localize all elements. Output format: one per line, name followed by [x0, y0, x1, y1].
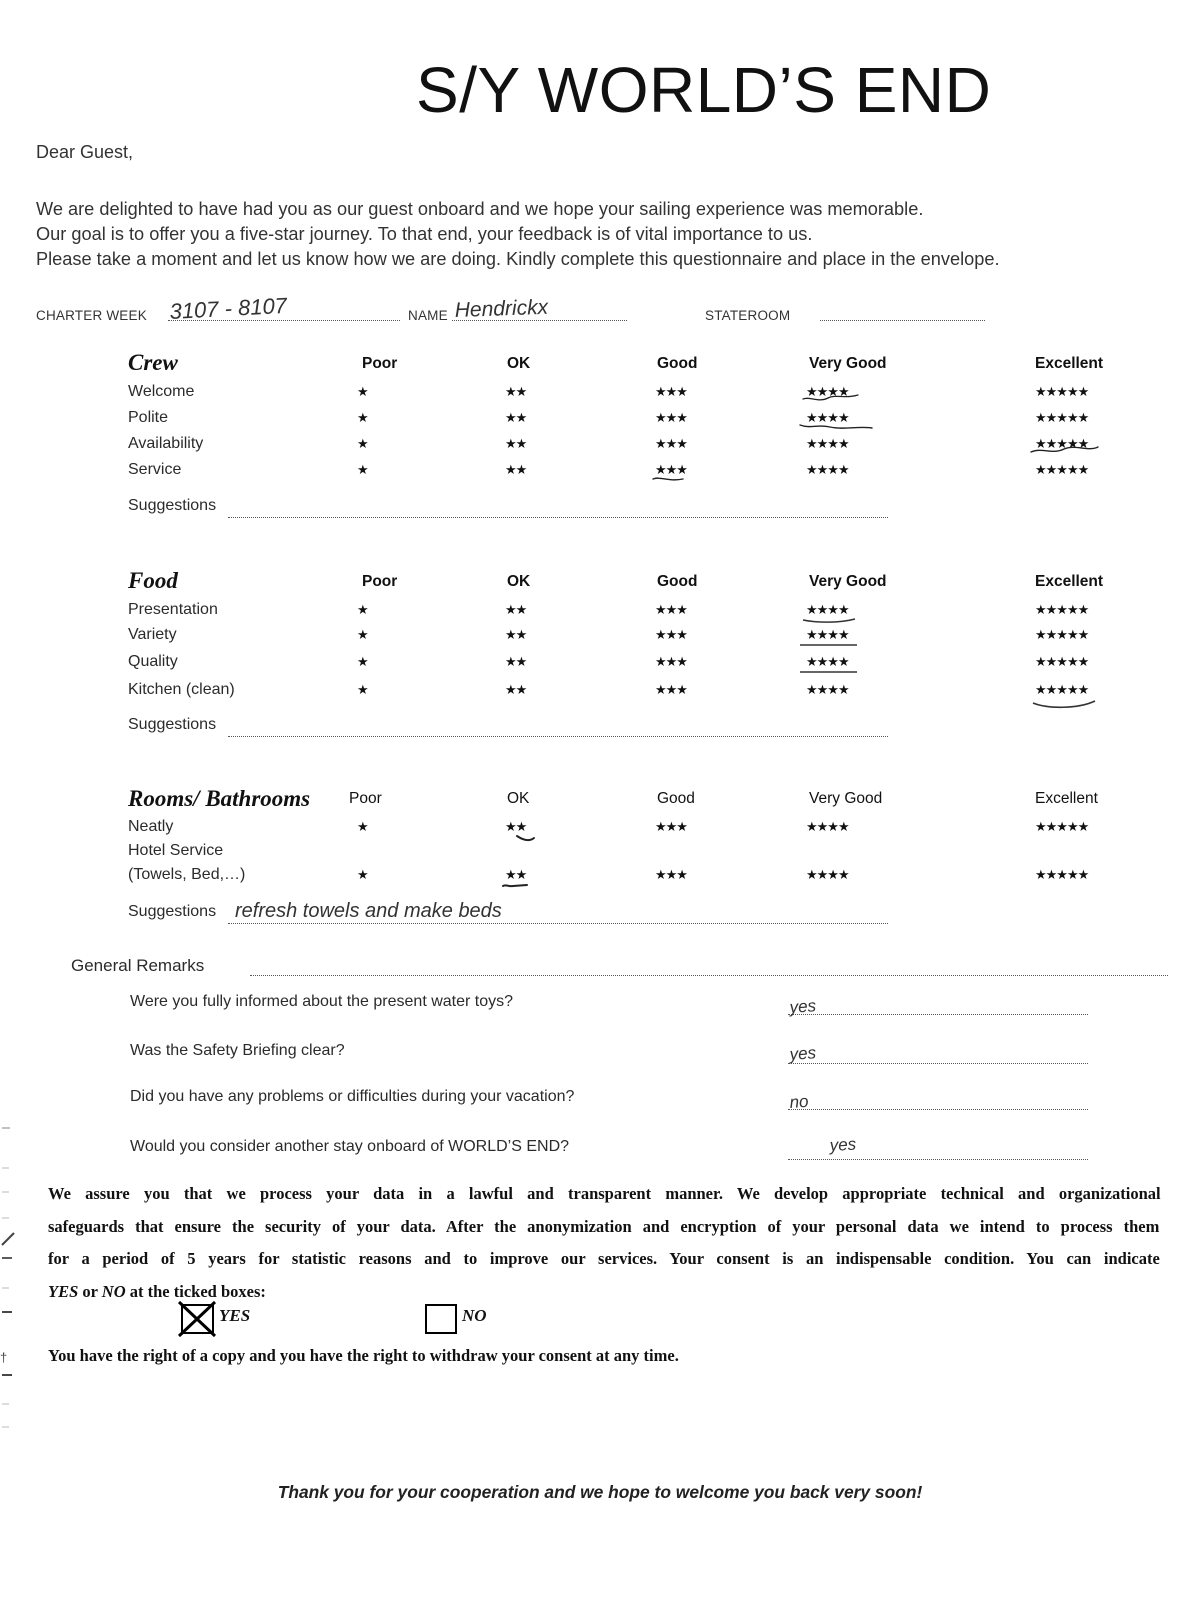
svg-text:Hendrickx: Hendrickx	[454, 296, 550, 322]
svg-text:yes: yes	[828, 1135, 857, 1155]
svg-text:yes: yes	[788, 1043, 817, 1064]
svg-text:refresh towels and make beds: refresh towels and make beds	[235, 900, 502, 922]
svg-text:no: no	[789, 1092, 809, 1112]
svg-text:3107 - 8107: 3107 - 8107	[169, 293, 288, 324]
svg-text:†: †	[0, 1350, 7, 1365]
svg-text:yes: yes	[788, 996, 817, 1017]
